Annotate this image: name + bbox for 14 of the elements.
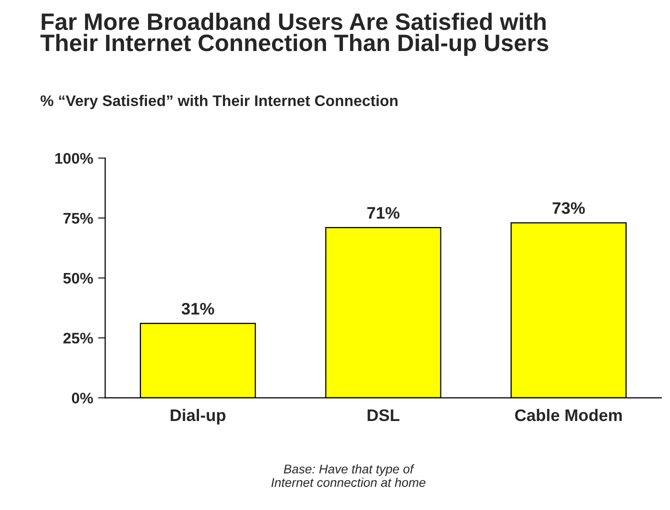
data-label: 73% (552, 202, 585, 214)
y-tick-label: 25% (63, 332, 93, 344)
y-tick-label: 100% (55, 152, 93, 164)
chart-subtitle: % “Very Satisfied” with Their Internet Connection (40, 94, 398, 110)
y-tick-label: 50% (63, 272, 93, 284)
x-tick-label: Cable Modem (515, 408, 622, 422)
y-tick-label: 75% (63, 212, 93, 224)
x-tick-label: DSL (368, 409, 400, 422)
chart-title: Far More Broadband Users Are Satisfied with Their Internet Connection Than Dial-up Users (40, 12, 548, 56)
y-tick-label: 0% (72, 392, 93, 404)
text: Base: Have that type of Internet connection at home (271, 464, 426, 487)
data-label: 71% (367, 207, 400, 219)
data-label: 31% (182, 302, 214, 315)
x-tick-label: Dial-up (170, 408, 226, 424)
